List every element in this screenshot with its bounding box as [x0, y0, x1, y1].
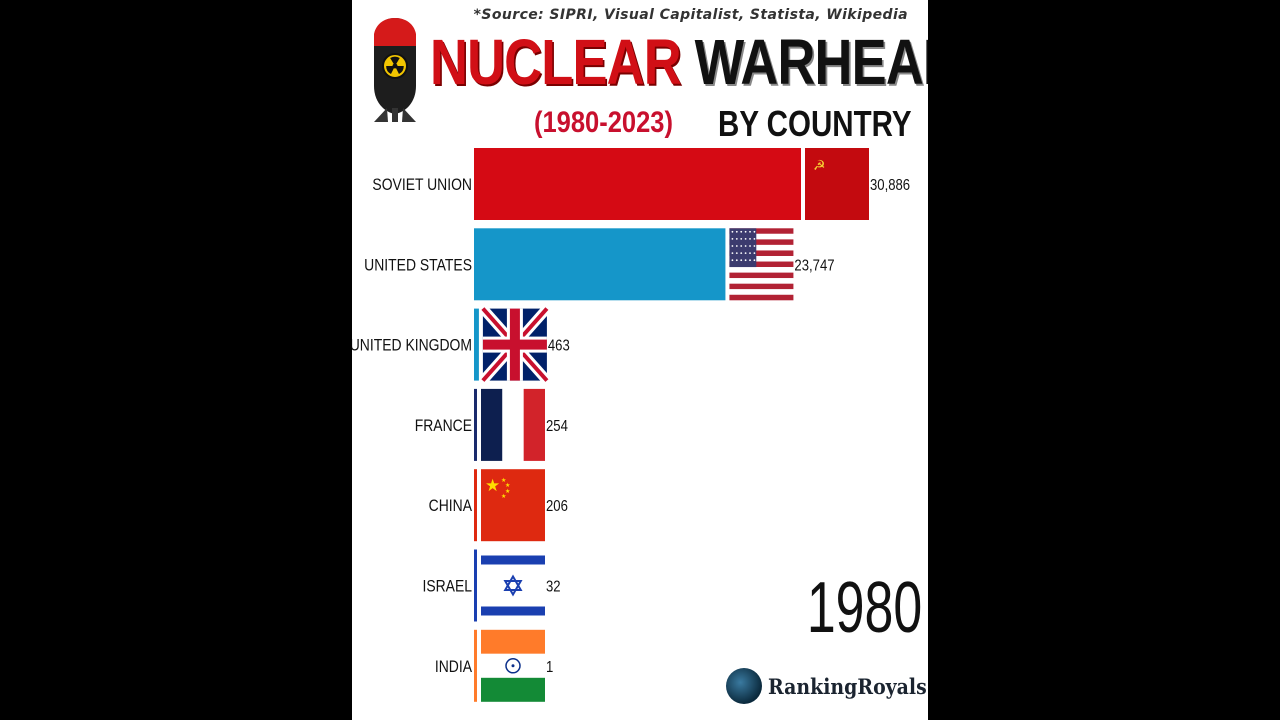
- value-label: 30,886: [870, 177, 910, 194]
- value-label: 32: [546, 578, 561, 595]
- bar: [474, 308, 479, 381]
- value-label: 463: [548, 337, 570, 354]
- year-label: 1980: [806, 568, 922, 648]
- france-flag: [481, 388, 545, 461]
- value-label: 206: [546, 498, 568, 515]
- bar: [474, 629, 477, 702]
- uk-flag: [479, 305, 551, 384]
- bar-row: UNITED KINGDOM 463: [352, 305, 570, 384]
- value-label: 23,747: [794, 257, 834, 274]
- category-label: INDIA: [435, 658, 473, 677]
- svg-text:☭: ☭: [813, 158, 826, 174]
- brand-logo-icon: [726, 668, 762, 704]
- svg-text:★: ★: [501, 477, 506, 484]
- bar: [474, 469, 477, 542]
- bar: [474, 148, 801, 220]
- svg-text:★: ★: [505, 488, 510, 495]
- source-note: *Source: SIPRI, Visual Capitalist, Stati…: [473, 7, 908, 23]
- bar: [474, 388, 477, 461]
- svg-text:★: ★: [485, 476, 500, 496]
- china-flag: ★ ★★★★: [481, 469, 545, 542]
- category-label: SOVIET UNION: [372, 176, 472, 195]
- usa-flag: [729, 228, 794, 301]
- category-label: CHINA: [429, 497, 473, 516]
- bar-row: INDIA 1: [435, 629, 553, 702]
- category-label: UNITED KINGDOM: [352, 336, 472, 355]
- ussr-flag: ☭: [805, 148, 869, 220]
- nuclear-bomb-icon: [374, 18, 416, 122]
- title-subtitle: BY COUNTRY: [718, 103, 912, 144]
- category-label: UNITED STATES: [364, 256, 472, 275]
- bar-row: ☭ SOVIET UNION 30,886: [372, 148, 910, 220]
- bar-row: ★ ★★★★CHINA 206: [429, 469, 568, 542]
- value-label: 1: [546, 659, 553, 676]
- category-label: ISRAEL: [422, 577, 472, 596]
- svg-text:★: ★: [501, 493, 506, 500]
- title-part2: WARHEADS: [694, 26, 928, 98]
- svg-text:★: ★: [505, 482, 510, 489]
- india-flag: [481, 629, 545, 702]
- title-part1: NUCLEAR: [430, 26, 682, 98]
- bar: [474, 228, 726, 301]
- brand-name: RankingRoyals: [768, 674, 927, 699]
- bar: [474, 549, 477, 622]
- title-years: (1980-2023): [534, 106, 673, 139]
- category-label: FRANCE: [415, 417, 472, 436]
- chart-title: NUCLEAR WARHEADS: [430, 30, 928, 94]
- chart-panel: *Source: SIPRI, Visual Capitalist, Stati…: [352, 0, 928, 720]
- bar-row: UNITED STATES 23,747: [364, 228, 835, 301]
- israel-flag: [481, 549, 545, 622]
- value-label: 254: [546, 418, 568, 435]
- bar-row: FRANCE 254: [415, 388, 568, 461]
- bar-row: ISRAEL 32: [422, 549, 561, 622]
